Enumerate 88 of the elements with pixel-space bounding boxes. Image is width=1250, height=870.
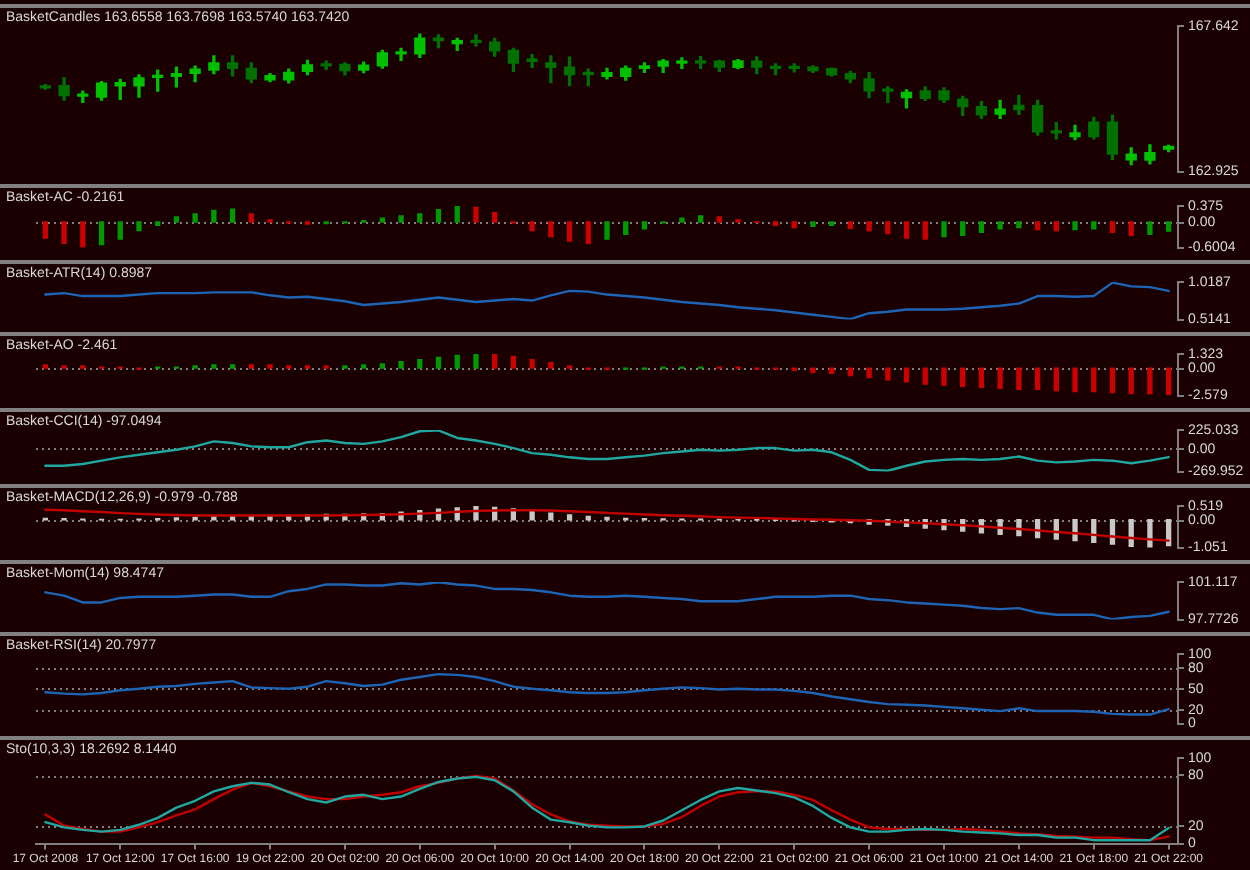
bar: [922, 367, 928, 385]
bar: [417, 358, 423, 369]
bar: [117, 221, 123, 240]
bar: [1016, 367, 1022, 391]
bar: [454, 206, 460, 223]
bar: [716, 216, 722, 223]
bar: [42, 221, 49, 239]
bar: [997, 367, 1003, 390]
bar: [548, 512, 554, 521]
bar: [529, 510, 535, 521]
bar: [1091, 221, 1097, 230]
bar: [847, 367, 854, 377]
bar: [1034, 367, 1041, 391]
bar: [98, 221, 105, 246]
bar: [510, 355, 517, 369]
bar: [136, 221, 142, 232]
bar: [211, 209, 217, 223]
bar: [885, 221, 891, 235]
bar: [566, 221, 573, 242]
bar: [810, 367, 816, 374]
bar: [1147, 221, 1153, 236]
bar: [417, 213, 423, 223]
bar: [1165, 367, 1172, 395]
bar: [473, 206, 479, 223]
bar: [435, 208, 442, 223]
bar: [229, 208, 236, 223]
bar: [829, 367, 835, 375]
bar: [997, 221, 1003, 230]
bar: [379, 217, 385, 223]
bar: [398, 361, 404, 369]
bar: [1072, 221, 1078, 231]
bar: [1147, 519, 1153, 548]
bar: [922, 221, 928, 240]
bar: [379, 363, 385, 369]
bar: [435, 356, 442, 369]
bar: [155, 221, 161, 227]
bar: [1128, 221, 1134, 236]
bar: [697, 215, 704, 223]
bar: [1109, 367, 1116, 394]
bar: [791, 221, 797, 229]
bar: [492, 354, 498, 369]
candlestick: [526, 54, 538, 69]
bar: [941, 221, 947, 238]
bar: [885, 367, 891, 381]
bar: [978, 367, 985, 388]
candlestick: [1013, 94, 1025, 115]
bar: [548, 221, 554, 238]
bar: [566, 514, 573, 521]
bar: [772, 221, 779, 227]
bar: [398, 215, 404, 223]
bar: [192, 213, 198, 223]
bar: [829, 221, 835, 227]
bar: [1128, 367, 1134, 395]
bar: [604, 221, 610, 240]
bar: [492, 211, 498, 223]
bar: [529, 221, 535, 232]
bar: [903, 221, 910, 239]
bar: [80, 221, 86, 248]
bar: [941, 367, 947, 386]
bar: [473, 354, 479, 369]
bar: [1165, 221, 1172, 232]
bar: [847, 221, 854, 230]
bar: [1053, 221, 1059, 232]
bar: [1034, 221, 1041, 231]
bar: [623, 221, 629, 236]
bar: [978, 221, 985, 233]
bar: [1147, 367, 1153, 395]
bar: [585, 221, 591, 244]
bar: [960, 221, 966, 236]
bar: [866, 221, 872, 232]
bar: [61, 221, 67, 244]
bar: [960, 367, 966, 387]
candlestick: [470, 34, 482, 47]
bar: [173, 216, 180, 223]
bar: [548, 362, 554, 369]
bar: [1109, 221, 1116, 233]
bar: [248, 213, 254, 223]
bar: [529, 358, 535, 369]
bar: [454, 354, 460, 369]
bar: [1016, 221, 1022, 229]
bar: [1091, 367, 1097, 393]
bar: [1072, 367, 1078, 393]
bar: [679, 217, 685, 223]
bar: [903, 367, 910, 383]
bar: [810, 221, 816, 227]
bar: [866, 367, 872, 379]
bar: [641, 221, 648, 230]
bar: [1053, 367, 1059, 392]
